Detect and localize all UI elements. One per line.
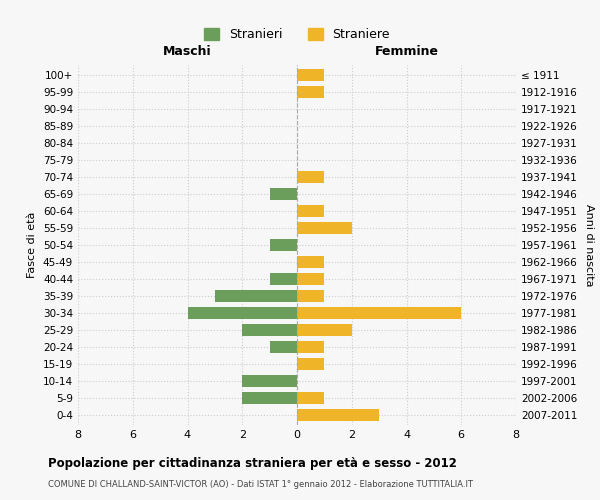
Bar: [297, 307, 461, 319]
Y-axis label: Fasce di età: Fasce di età: [28, 212, 37, 278]
Bar: [297, 222, 352, 234]
Text: Maschi: Maschi: [163, 45, 212, 58]
Bar: [297, 324, 352, 336]
Bar: [242, 392, 297, 404]
Bar: [187, 307, 297, 319]
Bar: [297, 392, 325, 404]
Text: Femmine: Femmine: [374, 45, 439, 58]
Bar: [297, 69, 325, 82]
Bar: [269, 273, 297, 285]
Bar: [269, 341, 297, 353]
Bar: [269, 188, 297, 200]
Text: Popolazione per cittadinanza straniera per età e sesso - 2012: Popolazione per cittadinanza straniera p…: [48, 458, 457, 470]
Bar: [297, 358, 325, 370]
Bar: [297, 341, 325, 353]
Legend: Stranieri, Straniere: Stranieri, Straniere: [200, 24, 394, 45]
Bar: [242, 324, 297, 336]
Bar: [297, 290, 325, 302]
Bar: [297, 86, 325, 99]
Bar: [297, 273, 325, 285]
Bar: [269, 239, 297, 251]
Text: COMUNE DI CHALLAND-SAINT-VICTOR (AO) - Dati ISTAT 1° gennaio 2012 - Elaborazione: COMUNE DI CHALLAND-SAINT-VICTOR (AO) - D…: [48, 480, 473, 489]
Y-axis label: Anni di nascita: Anni di nascita: [584, 204, 594, 286]
Bar: [297, 205, 325, 217]
Bar: [242, 374, 297, 387]
Bar: [297, 256, 325, 268]
Bar: [297, 408, 379, 421]
Bar: [215, 290, 297, 302]
Bar: [297, 171, 325, 183]
